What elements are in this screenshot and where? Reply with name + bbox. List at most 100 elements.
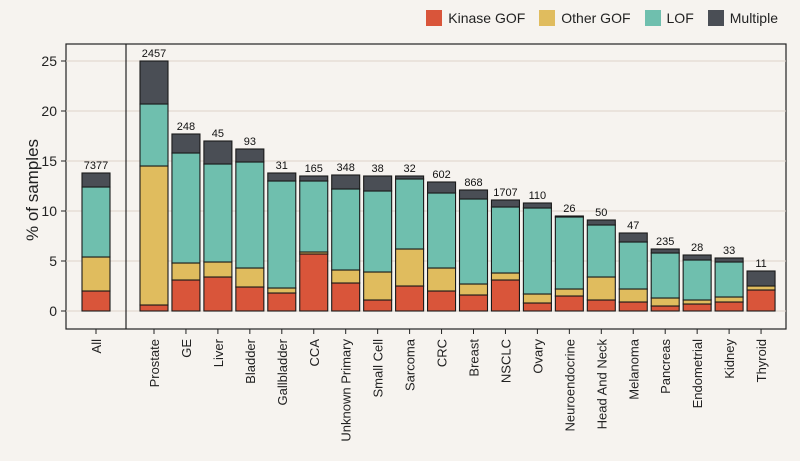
- count-label-3: 93: [244, 136, 256, 148]
- bar-6-multiple: [331, 174, 361, 190]
- bar-11-lof: [490, 206, 521, 274]
- bar-9-lof: [426, 192, 457, 269]
- x-tick-label-2: Liver: [211, 338, 226, 367]
- y-tick-label-1: 5: [49, 253, 57, 269]
- bar-2-kinase-gof: [203, 276, 233, 312]
- bar-7-lof: [363, 190, 393, 273]
- bar-0-other-gof: [139, 165, 169, 306]
- x-tick-label-12: Ovary: [530, 339, 545, 374]
- bar-17-multiple: [682, 254, 712, 261]
- bar-8-other-gof: [395, 248, 425, 287]
- bar-0-multiple: [139, 60, 169, 105]
- bar-10-multiple: [458, 189, 489, 200]
- bar-all-kinase-gof: [81, 290, 111, 312]
- y-axis-label: % of samples: [23, 139, 42, 241]
- count-label-5: 165: [305, 163, 323, 175]
- bar-15-other-gof: [618, 288, 648, 303]
- count-label-16: 235: [656, 236, 674, 248]
- x-tick-label-5: CCA: [307, 339, 322, 367]
- bar-3-other-gof: [235, 267, 265, 288]
- bar-7-multiple: [363, 175, 393, 192]
- bar-16-multiple: [650, 248, 680, 254]
- x-tick-label-16: Pancreas: [658, 339, 673, 394]
- x-tick-label-14: Head And Neck: [594, 339, 609, 430]
- bar-12-multiple: [522, 202, 552, 209]
- x-tick-label-4: Gallbladder: [275, 338, 290, 405]
- legend-label-kinase-gof: Kinase GOF: [448, 10, 526, 26]
- y-tick-label-2: 10: [41, 203, 57, 219]
- bar-15-multiple: [618, 232, 648, 243]
- count-label-17: 28: [691, 242, 703, 254]
- bar-7-kinase-gof: [363, 299, 393, 312]
- bar-11-multiple: [490, 199, 521, 208]
- bar-6-kinase-gof: [331, 282, 361, 312]
- bar-1-kinase-gof: [171, 279, 201, 312]
- legend-swatch-lof: [644, 10, 661, 26]
- bar-14-lof: [586, 224, 616, 278]
- bar-all-lof: [81, 186, 111, 258]
- count-label-13: 26: [563, 203, 575, 215]
- legend-label-other-gof: Other GOF: [561, 10, 631, 26]
- bar-5-lof: [299, 180, 329, 253]
- count-label-18: 33: [723, 245, 735, 257]
- count-label-11: 1707: [493, 187, 517, 199]
- bar-19-kinase-gof: [746, 289, 776, 312]
- x-tick-label-all: All: [89, 339, 104, 354]
- count-label-12: 110: [529, 190, 547, 202]
- x-tick-label-9: CRC: [435, 339, 450, 367]
- bar-15-kinase-gof: [618, 301, 648, 312]
- count-label-10: 868: [464, 177, 482, 189]
- x-tick-label-7: Small Cell: [371, 339, 386, 398]
- bar-11-other-gof: [490, 272, 521, 281]
- bar-all-multiple: [81, 172, 111, 188]
- legend-label-multiple: Multiple: [729, 10, 778, 26]
- bar-8-multiple: [395, 175, 425, 180]
- bar-0-lof: [139, 103, 169, 167]
- x-tick-label-18: Kidney: [722, 339, 737, 379]
- bar-4-lof: [267, 180, 297, 289]
- bar-16-kinase-gof: [650, 305, 680, 312]
- x-tick-label-13: Neuroendocrine: [562, 339, 577, 432]
- bar-14-multiple: [586, 219, 616, 226]
- x-tick-label-10: Breast: [467, 339, 482, 377]
- bar-11-kinase-gof: [490, 279, 521, 312]
- bar-2-multiple: [203, 140, 233, 165]
- bar-5-kinase-gof: [299, 253, 329, 312]
- bar-all-other-gof: [81, 256, 111, 292]
- bar-13-lof: [554, 216, 584, 290]
- count-label-all: 7377: [84, 160, 108, 172]
- bar-4-other-gof: [267, 287, 297, 294]
- x-tick-label-15: Melanoma: [626, 338, 641, 399]
- bar-16-lof: [650, 252, 680, 299]
- bar-19-other-gof: [746, 285, 776, 291]
- bar-10-lof: [458, 198, 489, 285]
- bar-17-kinase-gof: [682, 303, 712, 312]
- bar-18-kinase-gof: [714, 301, 744, 312]
- y-tick-label-0: 0: [49, 303, 57, 319]
- count-label-7: 38: [372, 163, 384, 175]
- count-label-6: 348: [337, 162, 355, 174]
- bar-7-other-gof: [363, 271, 393, 301]
- bar-2-other-gof: [203, 261, 233, 278]
- bar-10-other-gof: [458, 283, 489, 296]
- bar-18-lof: [714, 261, 744, 298]
- bar-17-other-gof: [682, 299, 712, 305]
- bar-12-lof: [522, 207, 552, 295]
- bar-1-multiple: [171, 133, 201, 154]
- x-tick-label-1: GE: [179, 339, 194, 358]
- legend-swatch-multiple: [707, 10, 724, 26]
- bar-12-kinase-gof: [522, 302, 552, 312]
- bar-8-lof: [395, 178, 425, 250]
- bar-9-kinase-gof: [426, 290, 457, 312]
- legend-item-kinase-gof: Kinase GOF: [426, 10, 525, 26]
- x-tick-label-0: Prostate: [147, 339, 162, 387]
- count-label-8: 32: [403, 163, 415, 175]
- bar-15-lof: [618, 241, 648, 290]
- count-label-14: 50: [595, 207, 607, 219]
- bar-10-kinase-gof: [458, 294, 489, 312]
- bar-19-multiple: [746, 270, 776, 287]
- x-tick-label-8: Sarcoma: [403, 338, 418, 391]
- x-tick-label-3: Bladder: [243, 338, 258, 383]
